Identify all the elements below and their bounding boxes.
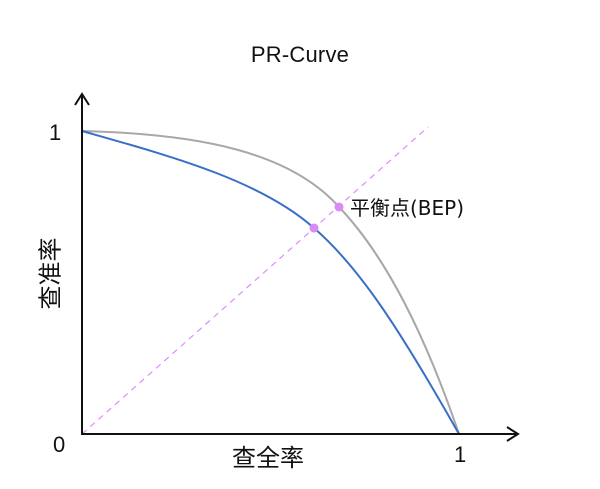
y-axis-label: 查准率 <box>36 237 65 310</box>
y-axis-arrow-icon <box>74 92 90 106</box>
inner-pr-curve <box>81 130 460 435</box>
origin-tick-0: 0 <box>53 432 66 457</box>
chart-title: PR-Curve <box>250 42 350 67</box>
x-tick-1: 1 <box>454 442 467 467</box>
bep-marker-outer <box>334 202 344 212</box>
y-tick-1: 1 <box>49 120 62 145</box>
x-axis-arrow-icon <box>506 426 520 442</box>
diagonal-dashed-line <box>81 126 429 435</box>
bep-marker-inner <box>309 223 319 233</box>
x-axis-label: 查全率 <box>232 444 304 472</box>
bep-annotation: 平衡点(BEP) <box>350 196 465 220</box>
outer-pr-curve <box>81 130 460 435</box>
